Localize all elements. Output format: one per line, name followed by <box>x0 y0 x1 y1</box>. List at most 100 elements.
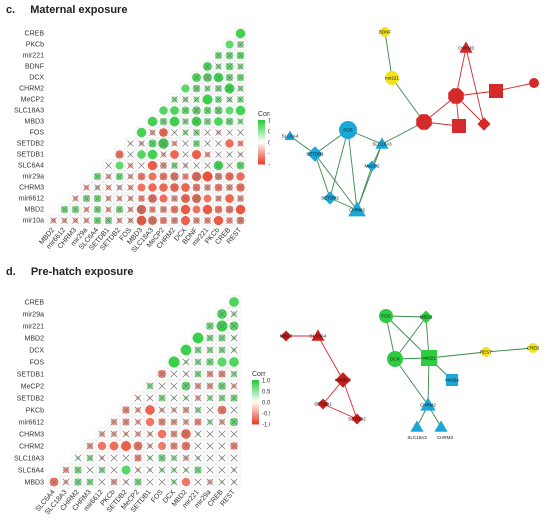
row-label: mir29a <box>23 311 45 318</box>
nonsig-cross <box>83 195 90 202</box>
network-nodes <box>280 309 538 432</box>
nonsig-cross <box>226 206 233 213</box>
nonsig-cross <box>134 406 142 414</box>
row-label: SETDB2 <box>17 395 44 402</box>
corr-circle <box>147 116 158 127</box>
corr-circle <box>109 441 119 451</box>
legend-swatch <box>252 393 259 396</box>
row-label: CHRM2 <box>19 443 44 450</box>
nonsig-cross <box>149 206 156 213</box>
nonsig-cross <box>134 394 142 402</box>
legend-swatch <box>252 410 259 414</box>
nonsig-cross <box>237 96 244 103</box>
nonsig-cross <box>237 118 244 125</box>
nonsig-cross <box>98 466 106 474</box>
nonsig-cross <box>134 418 142 426</box>
network-edge <box>394 316 427 360</box>
nonsig-cross <box>171 96 178 103</box>
network-edge <box>347 129 358 211</box>
node-SLC18A3 <box>410 420 424 432</box>
nonsig-cross <box>218 418 226 426</box>
corr-circle <box>225 194 234 203</box>
nonsig-cross <box>62 466 70 474</box>
nonsig-cross <box>158 466 166 474</box>
row-label: SETDB1 <box>17 371 44 378</box>
nonsig-cross <box>226 217 233 224</box>
nonsig-cross <box>230 418 238 426</box>
legend-swatch <box>252 397 259 401</box>
nonsig-cross <box>204 184 211 191</box>
corr-circle <box>214 117 223 126</box>
corr-circle <box>159 183 168 192</box>
nonsig-cross <box>74 478 82 486</box>
nonsig-cross <box>122 418 130 426</box>
row-label: mir6612 <box>19 419 44 426</box>
row-label: MeCP2 <box>21 383 44 390</box>
nonsig-cross <box>72 206 79 213</box>
nonsig-cross <box>194 406 202 414</box>
legend-tick: -1.0 <box>262 423 270 429</box>
nonsig-cross <box>194 442 202 450</box>
nonsig-cross <box>116 184 123 191</box>
nonsig-cross <box>226 85 233 92</box>
nonsig-cross <box>237 184 244 191</box>
nonsig-cross <box>237 63 244 70</box>
row-label: CREB <box>25 299 45 306</box>
node-label: BDNF <box>379 30 392 35</box>
nonsig-cross <box>110 478 118 486</box>
nonsig-cross <box>116 173 123 180</box>
nonsig-cross <box>146 466 154 474</box>
nonsig-cross <box>206 370 214 378</box>
nonsig-cross <box>194 346 202 354</box>
node-MeCP2 <box>366 160 378 172</box>
nonsig-cross <box>170 466 178 474</box>
nonsig-cross <box>72 195 79 202</box>
legend-swatch <box>258 153 265 156</box>
nonsig-cross <box>182 406 190 414</box>
network-prehatch: MBD3 SLC6A4 mir6612 SETDB1 SETDB2 FOS MBD2 DCX m… <box>280 309 539 440</box>
nonsig-cross <box>215 85 222 92</box>
nonsig-cross <box>194 478 202 486</box>
nonsig-cross <box>182 140 189 147</box>
nonsig-cross <box>206 418 214 426</box>
legend-swatch <box>258 157 265 161</box>
row-label: mir6612 <box>19 196 44 203</box>
nonsig-cross <box>206 358 214 366</box>
corr-circle <box>159 194 168 203</box>
nonsig-cross <box>182 370 190 378</box>
legend-swatch <box>258 148 265 152</box>
corr-circle <box>121 465 131 475</box>
corr-circle <box>236 172 245 181</box>
nonsig-cross <box>230 406 238 414</box>
nonsig-cross <box>158 454 166 462</box>
nonsig-cross <box>182 418 190 426</box>
nonsig-cross <box>204 74 211 81</box>
nonsig-cross <box>230 394 238 402</box>
nonsig-cross <box>134 454 142 462</box>
nonsig-cross <box>72 217 79 224</box>
corr-circle <box>157 441 167 451</box>
corr-circle <box>203 194 212 203</box>
node-label: SLC6A4 <box>310 334 327 339</box>
nonsig-cross <box>127 217 134 224</box>
legend-tick: 1.0 <box>268 119 270 125</box>
node-label: MeCP2 <box>364 164 380 169</box>
legend-swatch <box>258 120 265 123</box>
nonsig-cross <box>122 430 130 438</box>
legend-swatch <box>252 399 259 403</box>
nonsig-cross <box>230 370 238 378</box>
node-reddia <box>477 117 491 131</box>
corr-circle <box>170 106 179 115</box>
node-label: CHRM2 <box>420 403 436 408</box>
corr-circle <box>225 106 234 115</box>
legend-swatch <box>252 395 259 399</box>
node-redhept <box>416 114 432 130</box>
nonsig-cross <box>193 140 200 147</box>
nonsig-cross <box>61 206 68 213</box>
nonsig-cross <box>194 358 202 366</box>
nonsig-cross <box>226 63 233 70</box>
legend-swatch <box>258 159 265 163</box>
node-label: SETDB2 <box>321 196 339 201</box>
nonsig-cross <box>230 322 238 330</box>
corr-circle <box>157 429 167 439</box>
